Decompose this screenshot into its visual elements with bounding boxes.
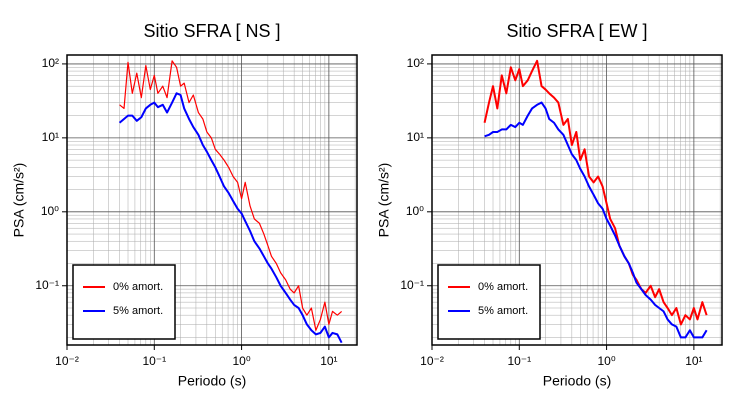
x-tick-label: 10⁻¹ (507, 354, 531, 368)
legend-label: 0% amort. (478, 281, 528, 293)
series-line (484, 101, 708, 339)
x-tick-label: 10⁰ (232, 354, 250, 368)
y-tick-label: 10⁰ (406, 204, 424, 218)
x-axis-label: Periodo (s) (543, 373, 611, 389)
y-axis-label: PSA (cm/s²) (11, 163, 27, 238)
series-line (483, 59, 708, 326)
legend-label: 5% amort. (113, 305, 163, 317)
series-line (118, 92, 343, 344)
x-tick-label: 10⁻² (55, 354, 79, 368)
legend-label: 5% amort. (478, 305, 528, 317)
y-tick-label: 10² (42, 56, 59, 70)
y-axis-label: PSA (cm/s²) (376, 163, 392, 238)
x-tick-label: 10¹ (685, 354, 702, 368)
legend-box (72, 264, 176, 340)
plot-frame (431, 54, 723, 346)
chart-title: Sitio SFRA [ EW ] (506, 21, 647, 41)
series-line (119, 60, 343, 331)
y-tick-label: 10¹ (407, 130, 424, 144)
y-tick-label: 10⁰ (41, 204, 59, 218)
x-tick-label: 10⁰ (597, 354, 615, 368)
x-tick-label: 10⁻¹ (142, 354, 166, 368)
plot-frame (66, 54, 358, 346)
y-tick-label: 10⁻¹ (400, 278, 424, 292)
legend-box (437, 264, 541, 340)
x-axis-label: Periodo (s) (178, 373, 246, 389)
y-tick-label: 10² (407, 56, 424, 70)
y-tick-label: 10⁻¹ (35, 278, 59, 292)
x-tick-label: 10¹ (320, 354, 337, 368)
x-tick-label: 10⁻² (420, 354, 444, 368)
chart-title: Sitio SFRA [ NS ] (143, 21, 280, 41)
y-tick-label: 10¹ (42, 130, 59, 144)
legend-label: 0% amort. (113, 281, 163, 293)
